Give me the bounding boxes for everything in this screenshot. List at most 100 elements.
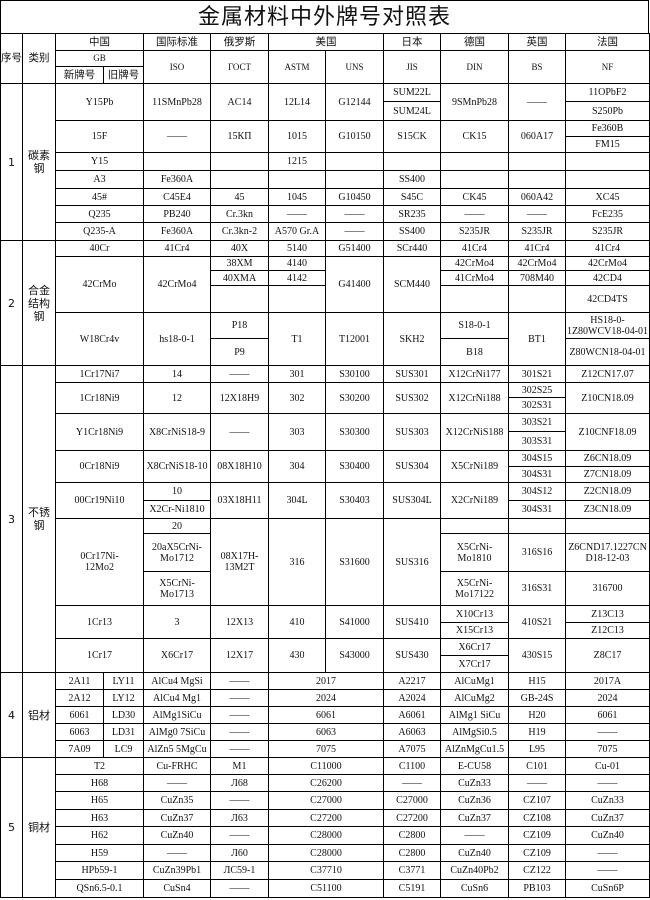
table-row: Q235 PB240 Cr.3kn —— —— SR235 —— —— FcE235 bbox=[1, 205, 650, 223]
grade-cell: G10150 bbox=[325, 120, 384, 153]
grade-cell: CuZn37 bbox=[143, 809, 211, 827]
grade-cell: SUS316 bbox=[383, 518, 441, 606]
grade-cell: 2017 bbox=[268, 672, 384, 690]
grade-cell: —— bbox=[565, 723, 650, 741]
grade-cell: X15Cr13 bbox=[440, 622, 509, 639]
grade-cell: 304L bbox=[268, 482, 326, 519]
table-row: Y1Cr18Ni9 X8CrNiS18-9 —— 303 S30300 SUS303 X12… bbox=[1, 413, 650, 451]
grade-cell: SUS303 bbox=[383, 413, 441, 451]
grade-cell: X2CrNi189 bbox=[440, 482, 509, 519]
grade-cell: S30400 bbox=[325, 450, 384, 483]
section-category: 不锈钢 bbox=[22, 365, 56, 673]
grade-cell: 1Cr17Ni7 bbox=[55, 365, 144, 383]
table-row: P9 B18 Z80WCN18-04-01 bbox=[1, 338, 650, 366]
grade-cell: 3 bbox=[143, 605, 211, 639]
grade-cell: ЛС59-1 bbox=[210, 861, 269, 880]
grade-cell: 14 bbox=[143, 365, 211, 383]
grade-cell: 316S31 bbox=[508, 571, 566, 606]
grade-cell: CuZn40 bbox=[565, 826, 650, 845]
grade-cell: W18Cr4v bbox=[55, 312, 144, 366]
grade-cell: 302S25 bbox=[508, 382, 566, 398]
grade-cell: A2217 bbox=[383, 672, 441, 690]
grade-cell: G41400 bbox=[325, 256, 384, 313]
grade-cell: 2A12 bbox=[55, 689, 104, 707]
grade-cell: C51100 bbox=[268, 879, 384, 898]
grade-cell: AlZnMgCu1.5 bbox=[440, 740, 509, 758]
grade-cell: CuZn40 bbox=[143, 826, 211, 845]
grade-cell: AlZn5 5MgCu bbox=[143, 740, 211, 758]
grade-cell: —— bbox=[508, 774, 566, 792]
grade-cell: S235JR bbox=[440, 222, 509, 241]
header-uns: UNS bbox=[325, 50, 384, 84]
grade-cell: C27000 bbox=[383, 791, 441, 810]
grade-cell: Z12CN17.07 bbox=[565, 365, 650, 383]
grade-cell: CuZn40Pb2 bbox=[440, 861, 509, 880]
grade-cell: C27000 bbox=[268, 791, 384, 810]
grade-cell: —— bbox=[210, 723, 269, 741]
grade-cell bbox=[210, 285, 269, 313]
grade-cell: 08X18H10 bbox=[210, 450, 269, 483]
grade-cell: FcE235 bbox=[565, 205, 650, 223]
table-row: 15F —— 15КП 1015 G10150 S15CK CK15 060A17 Fe360B bbox=[1, 120, 650, 153]
header-astm: ASTM bbox=[268, 50, 326, 84]
grade-cell: 6061 bbox=[565, 706, 650, 724]
grade-cell: 42CrMo4 bbox=[143, 256, 211, 313]
grade-cell: S31600 bbox=[325, 518, 384, 606]
grade-cell: PB240 bbox=[143, 205, 211, 223]
grade-cell: CuZn35 bbox=[143, 791, 211, 810]
grade-cell: A570 Gr.A bbox=[268, 222, 326, 241]
grade-cell: X12CrNi188 bbox=[440, 382, 509, 414]
grade-cell: 15F bbox=[55, 120, 144, 153]
grade-cell: C28000 bbox=[268, 826, 384, 845]
grade-cell: Fe360A bbox=[143, 222, 211, 241]
header-din: DIN bbox=[440, 50, 509, 84]
header-germany: 德国 bbox=[440, 33, 509, 51]
header-jis: JIS bbox=[383, 50, 441, 84]
grade-cell: S235JR bbox=[565, 222, 650, 241]
grade-cell: S30100 bbox=[325, 365, 384, 383]
grade-cell: H19 bbox=[508, 723, 566, 741]
grade-cell: XC45 bbox=[565, 188, 650, 206]
grade-cell: SCr440 bbox=[383, 240, 441, 257]
grade-cell: 40Cr bbox=[55, 240, 144, 257]
grade-cell: SR235 bbox=[383, 205, 441, 223]
table-row: 1Cr18Ni9 12 12X18H9 302 S30200 SUS302 X12CrNi1… bbox=[1, 382, 650, 414]
grade-cell bbox=[325, 170, 384, 189]
grade-cell: CuZn37 bbox=[565, 809, 650, 827]
grade-cell: Cu-01 bbox=[565, 757, 650, 775]
grade-cell: X5CrNi- Mo17122 bbox=[440, 571, 509, 606]
grade-cell: X5CrNi- Mo1713 bbox=[143, 571, 211, 606]
grade-cell: 060A17 bbox=[508, 120, 566, 153]
grade-cell: GB-24S bbox=[508, 689, 566, 707]
table-row: X5CrNi- Mo1713 X5CrNi- Mo17122 316S31 31670… bbox=[1, 571, 650, 606]
grade-cell: P18 bbox=[210, 312, 269, 339]
grade-cell: LD30 bbox=[103, 706, 144, 724]
grade-cell: 12 bbox=[143, 382, 211, 414]
grade-cell: SKH2 bbox=[383, 312, 441, 366]
grade-cell: 301 bbox=[268, 365, 326, 383]
grade-cell: CZ109 bbox=[508, 844, 566, 862]
grade-cell: 15КП bbox=[210, 120, 269, 153]
grade-cell bbox=[268, 170, 326, 189]
grade-cell: 430 bbox=[268, 638, 326, 673]
header-intl: 国际标准 bbox=[143, 33, 211, 51]
grade-cell bbox=[565, 518, 650, 534]
grade-cell: —— bbox=[508, 83, 566, 121]
grade-cell: H63 bbox=[55, 809, 144, 827]
table-row: H59 —— Л60 C28000 C2800 CuZn40 CZ109 —— bbox=[1, 844, 650, 862]
grade-cell bbox=[508, 518, 566, 534]
grade-cell: C28000 bbox=[268, 844, 384, 862]
grade-cell: —— bbox=[383, 774, 441, 792]
table-row: H65 CuZn35 —— C27000 C27000 CuZn36 CZ107 CuZn33 bbox=[1, 791, 650, 810]
grade-cell: 304S12 bbox=[508, 482, 566, 501]
grade-cell: 2024 bbox=[565, 689, 650, 707]
grade-cell: 304S31 bbox=[508, 500, 566, 519]
grade-cell: 302S31 bbox=[508, 397, 566, 414]
grade-cell: 42CrMo bbox=[55, 256, 144, 313]
grade-cell: S30403 bbox=[325, 482, 384, 519]
grade-cell: S41000 bbox=[325, 605, 384, 639]
grade-cell: X12CrNi177 bbox=[440, 365, 509, 383]
grade-cell: S15CK bbox=[383, 120, 441, 153]
grade-cell: C2800 bbox=[383, 844, 441, 862]
grade-cell: B18 bbox=[440, 338, 509, 366]
